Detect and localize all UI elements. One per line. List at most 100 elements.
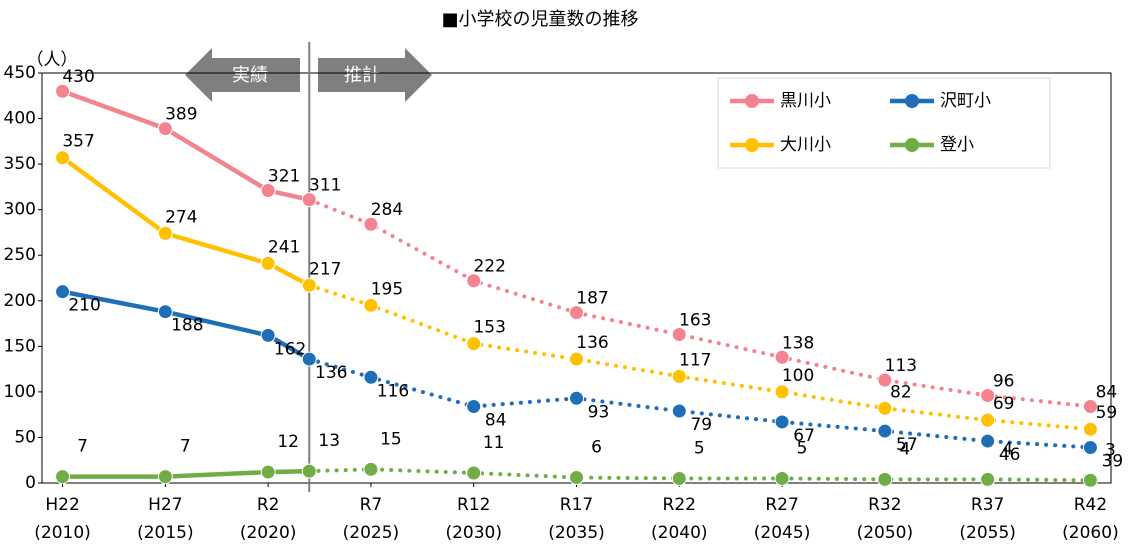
y-tick-label: 250 <box>4 245 36 265</box>
legend-label: 大川小 <box>780 135 831 155</box>
data-point <box>157 304 173 320</box>
y-axis-label: （人） <box>27 50 78 70</box>
x-tick-label: R12 (2030) <box>445 495 502 543</box>
y-tick-label: 400 <box>4 109 36 129</box>
y-tick-label: 350 <box>4 154 36 174</box>
data-point <box>157 225 173 241</box>
data-point <box>363 297 379 313</box>
x-tick-label: R37 (2055) <box>959 495 1016 543</box>
data-point <box>363 216 379 232</box>
legend-marker <box>905 138 919 152</box>
data-point <box>1082 398 1098 414</box>
data-label: 357 <box>62 132 94 152</box>
data-label: 311 <box>309 176 341 196</box>
x-tick-label: H22 (2010) <box>34 495 91 543</box>
data-point <box>569 351 584 367</box>
data-label: 79 <box>690 415 712 435</box>
data-point <box>157 469 173 485</box>
data-label: 3 <box>1105 440 1116 460</box>
data-point <box>301 463 317 479</box>
data-label: 241 <box>268 237 300 257</box>
data-point <box>774 414 790 430</box>
x-tick-label: R32 (2050) <box>857 495 914 543</box>
y-tick-label: 450 <box>4 63 36 83</box>
actual-label: 実績 <box>232 65 268 86</box>
data-label: 84 <box>485 410 507 430</box>
data-point <box>1082 439 1098 455</box>
data-label: 116 <box>377 381 409 401</box>
series-line-forecast <box>307 197 1093 409</box>
data-label: 6 <box>591 438 602 458</box>
legend-label: 沢町小 <box>940 91 991 111</box>
y-tick-label: 200 <box>4 291 36 311</box>
data-label: 57 <box>896 435 918 455</box>
data-label: 67 <box>793 426 815 446</box>
y-tick-label: 150 <box>4 336 36 356</box>
data-point <box>466 398 482 414</box>
data-label: 136 <box>315 363 347 383</box>
series-line-actual <box>60 289 312 362</box>
data-point <box>260 327 276 343</box>
actual-arrow <box>185 48 300 102</box>
data-point <box>569 470 584 486</box>
data-label: 136 <box>576 333 608 353</box>
x-tick-label: R27 (2045) <box>754 495 811 543</box>
forecast-label: 推計 <box>344 65 380 86</box>
data-label: 5 <box>797 438 808 458</box>
data-label: 195 <box>371 279 403 299</box>
data-label: 187 <box>576 289 608 309</box>
data-label: 117 <box>679 350 711 370</box>
data-label: 4 <box>1002 439 1013 459</box>
data-label: 113 <box>885 356 917 376</box>
chart-title: ■小学校の児童数の推移 <box>441 9 638 30</box>
data-point <box>157 121 173 137</box>
forecast-arrow <box>318 48 432 102</box>
y-tick-label: 100 <box>4 382 36 402</box>
data-label: 217 <box>309 259 341 279</box>
legend-marker <box>745 94 759 108</box>
data-point <box>1082 472 1098 488</box>
data-point <box>466 465 482 481</box>
data-point <box>363 461 379 477</box>
data-label: 7 <box>77 437 88 457</box>
x-tick-label: H27 (2015) <box>137 495 194 543</box>
y-tick-label: 50 <box>14 427 36 447</box>
data-point <box>671 403 687 419</box>
data-label: 210 <box>68 296 100 316</box>
data-label: 15 <box>380 429 402 449</box>
data-label: 284 <box>371 200 403 220</box>
data-label: 39 <box>1102 451 1124 471</box>
data-label: 69 <box>993 394 1015 414</box>
legend-label: 登小 <box>940 135 974 155</box>
y-tick-label: 0 <box>25 473 36 493</box>
data-label: 11 <box>483 433 505 453</box>
x-tick-label: R7 (2025) <box>343 495 400 543</box>
data-point <box>55 150 71 166</box>
data-point <box>301 277 317 293</box>
data-point <box>260 183 276 199</box>
data-label: 82 <box>890 382 912 402</box>
data-point <box>1082 421 1098 437</box>
data-label: 188 <box>171 316 203 336</box>
data-point <box>980 433 996 449</box>
data-label: 7 <box>180 437 191 457</box>
data-point <box>466 273 482 289</box>
series-line-forecast <box>307 467 1093 483</box>
data-point <box>671 368 687 384</box>
data-label: 46 <box>999 445 1021 465</box>
data-point <box>260 255 276 271</box>
legend-marker <box>905 94 919 108</box>
x-tick-label: R22 (2040) <box>651 495 708 543</box>
x-tick-label: R17 (2035) <box>548 495 605 543</box>
series-line-forecast <box>307 357 1093 450</box>
data-point <box>877 471 893 487</box>
series-line-actual <box>60 468 312 479</box>
x-tick-label: R42 (2060) <box>1062 495 1119 543</box>
data-point <box>569 305 584 321</box>
data-label: 96 <box>993 372 1015 392</box>
data-point <box>877 423 893 439</box>
data-point <box>301 351 317 367</box>
data-label: 138 <box>782 333 814 353</box>
data-point <box>55 83 71 99</box>
data-label: 13 <box>318 431 340 451</box>
